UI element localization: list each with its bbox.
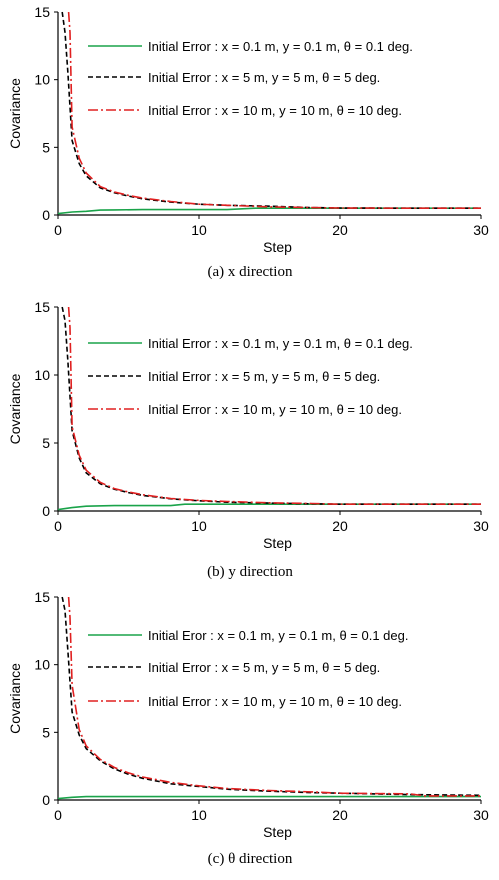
series-line-3: [67, 596, 481, 797]
series-line-1: [58, 795, 481, 800]
x-axis-title: Step: [263, 239, 292, 255]
x-tick-label: 0: [54, 807, 62, 823]
chart-panel-1: 0 5 10 15 0 10 20 30 Step Covariance Initial Error…: [7, 4, 489, 280]
legend-label-1: Initial Error : x = 0.1 m, y = 0.1 m, θ …: [148, 39, 413, 54]
x-tick-label: 0: [54, 222, 62, 238]
legend-label-2: Initial Error : x = 5 m, y = 5 m, θ = 5 …: [148, 369, 380, 384]
y-axis-title: Covariance: [7, 78, 23, 149]
x-tick-label: 20: [332, 222, 348, 238]
series-line-3: [67, 11, 481, 209]
x-axis-title: Step: [263, 535, 292, 551]
y-tick-label: 5: [42, 724, 50, 740]
y-tick-label: 15: [34, 589, 50, 605]
x-tick-label: 10: [191, 222, 207, 238]
y-tick-label: 5: [42, 139, 50, 155]
legend-label-3: Initial Error : x = 10 m, y = 10 m, θ = …: [148, 694, 402, 709]
x-tick-label: 30: [473, 807, 489, 823]
y-tick-label: 0: [42, 503, 50, 519]
legend-label-1: Initial Eror : x = 0.1 m, y = 0.1 m, θ =…: [148, 628, 409, 643]
y-tick-label: 0: [42, 792, 50, 808]
x-axis-title: Step: [263, 824, 292, 840]
x-tick-label: 30: [473, 222, 489, 238]
legend-label-2: Initial Error : x = 5 m, y = 5 m, θ = 5 …: [148, 70, 380, 85]
y-tick-label: 15: [34, 299, 50, 315]
x-tick-label: 0: [54, 518, 62, 534]
y-tick-label: 10: [34, 72, 50, 88]
y-axis-title: Covariance: [7, 373, 23, 444]
legend-label-1: Initial Error : x = 0.1 m, y = 0.1 m, θ …: [148, 336, 413, 351]
x-tick-label: 20: [332, 518, 348, 534]
y-tick-label: 10: [34, 657, 50, 673]
panel-caption: (c) θ direction: [208, 851, 293, 867]
series-line-1: [58, 503, 481, 511]
legend-label-3: Initial Error : x = 10 m, y = 10 m, θ = …: [148, 103, 402, 118]
panel-caption: (a) x direction: [208, 264, 293, 280]
y-tick-label: 5: [42, 435, 50, 451]
legend-label-3: Initial Error : x = 10 m, y = 10 m, θ = …: [148, 402, 402, 417]
y-tick-label: 10: [34, 367, 50, 383]
series-line-1: [58, 207, 481, 215]
y-tick-label: 0: [42, 207, 50, 223]
chart-panel-2: 0 5 10 15 0 10 20 30 Step Covariance Initial Error…: [7, 299, 489, 580]
y-tick-label: 15: [34, 4, 50, 20]
x-tick-label: 20: [332, 807, 348, 823]
chart-panel-3: 0 5 10 15 0 10 20 30 Step Covariance Initial Eror …: [7, 589, 489, 867]
x-tick-label: 30: [473, 518, 489, 534]
series-line-3: [67, 306, 481, 506]
panel-caption: (b) y direction: [207, 564, 293, 580]
x-tick-label: 10: [191, 518, 207, 534]
x-tick-label: 10: [191, 807, 207, 823]
legend-label-2: Initial Error : x = 5 m, y = 5 m, θ = 5 …: [148, 660, 380, 675]
y-axis-title: Covariance: [7, 663, 23, 734]
